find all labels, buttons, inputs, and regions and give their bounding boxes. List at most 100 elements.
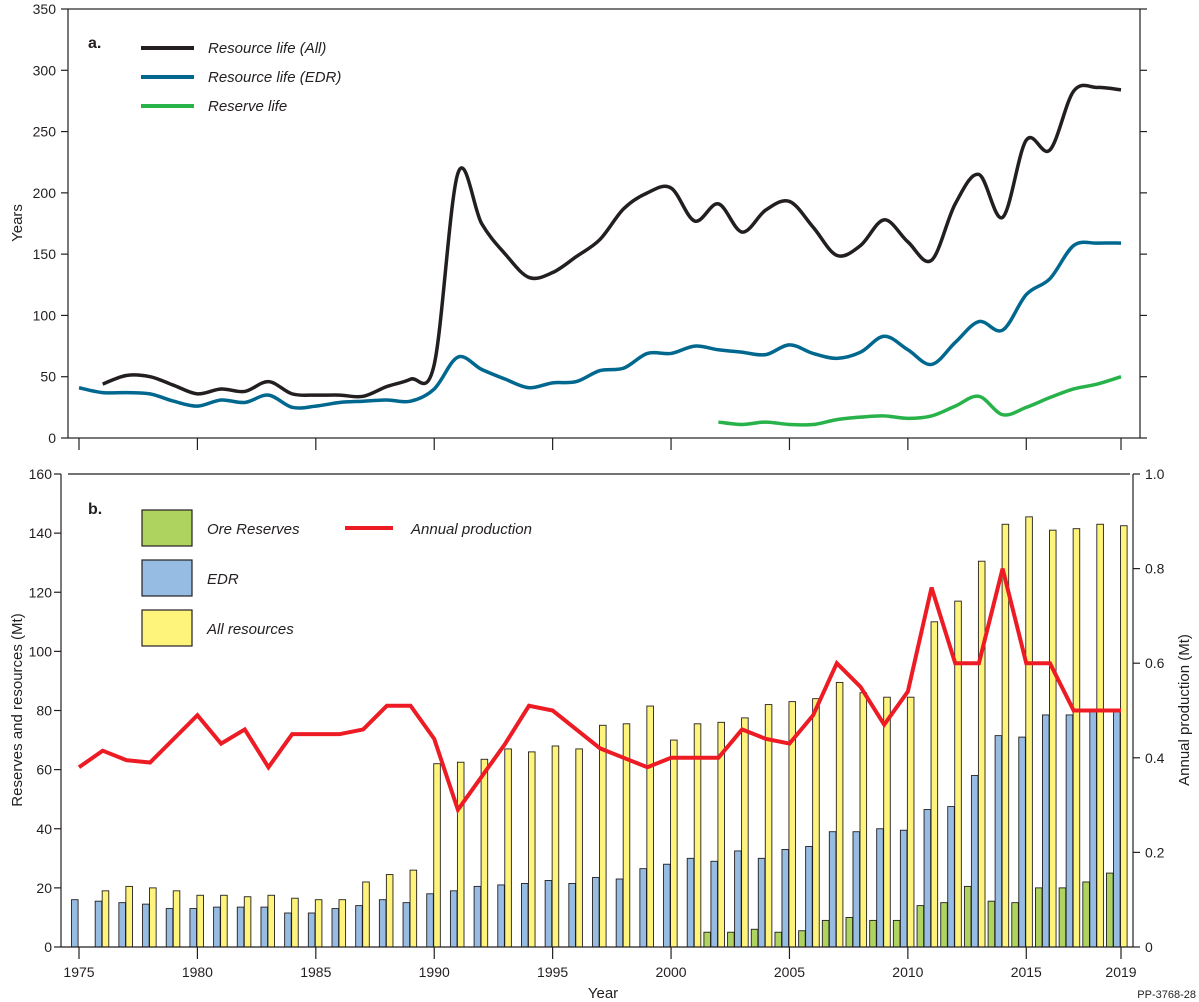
bar-all-resources — [480, 758, 489, 948]
y2-tick-label: 1.0 — [1145, 466, 1165, 482]
y-tick-label: 0 — [48, 430, 56, 446]
bar-edr — [142, 903, 150, 948]
x-tick-label: 1990 — [419, 964, 450, 980]
bar-ore-reserves — [750, 928, 759, 948]
y-tick-label: 100 — [29, 643, 53, 659]
y-tick-label: 350 — [33, 1, 57, 17]
bar-all-resources — [741, 717, 749, 948]
bar-edr — [781, 848, 790, 948]
bar-edr — [426, 893, 434, 948]
bar-all-resources — [196, 894, 204, 948]
panel-b-y2-axis-title: Annual production (Mt) — [1176, 634, 1193, 786]
bar-edr — [307, 912, 316, 948]
bar-all-resources — [456, 761, 465, 948]
y2-tick-label: 0 — [1145, 939, 1153, 955]
panel-b-y-axis-title: Reserves and resources (Mt) — [9, 613, 26, 806]
panel-b-legend: Ore Reserves EDR All resources Annual pr… — [141, 509, 532, 647]
bar-all-resources — [528, 751, 536, 948]
bar-edr — [473, 885, 482, 948]
bar-ore-reserves — [987, 900, 996, 948]
bar-ore-reserves — [774, 931, 783, 948]
bar-all-resources — [149, 887, 157, 948]
bar-edr — [615, 878, 624, 948]
bar-edr — [994, 735, 1003, 948]
bar-ore-reserves — [845, 916, 854, 948]
bar-all-resources — [599, 724, 607, 948]
bar-edr — [544, 880, 553, 948]
bar-all-resources — [385, 874, 394, 948]
bar-edr — [165, 908, 174, 948]
bar-edr — [355, 905, 363, 948]
y2-tick-label: 0.8 — [1145, 561, 1165, 577]
x-tick-label: 1975 — [63, 964, 94, 980]
bar-edr — [970, 775, 979, 948]
panel-b: 0 20 40 60 80 100 120 140 160 0 0.2 0.4 0.6 0.8 1.0 1… — [9, 466, 1193, 1002]
bar-edr — [710, 860, 718, 948]
bar-ore-reserves — [1011, 902, 1019, 948]
bar-all-resources — [670, 739, 678, 948]
bar-all-resources — [954, 600, 962, 948]
bar-edr — [521, 882, 529, 948]
series-line-annual-production — [77, 568, 1121, 815]
bar-edr — [592, 877, 600, 948]
panel-b-label: b. — [88, 501, 102, 518]
legend-label-all-resources: All resources — [206, 621, 294, 638]
bar-all-resources — [859, 692, 868, 948]
bar-ore-reserves — [892, 919, 901, 948]
bar-edr — [284, 912, 292, 948]
y-tick-label: 40 — [36, 821, 52, 837]
y-tick-label: 160 — [29, 466, 53, 482]
legend-label-ore-reserves: Ore Reserves — [207, 521, 300, 538]
y-tick-label: 100 — [33, 307, 57, 323]
bar-all-resources — [125, 885, 133, 948]
panel-a-label: a. — [88, 35, 101, 52]
bar-ore-reserves — [727, 931, 735, 948]
bar-all-resources — [220, 894, 228, 948]
bar-all-resources — [1072, 528, 1081, 948]
legend-label-edr: EDR — [207, 571, 239, 588]
x-tick-label: 2010 — [892, 964, 923, 980]
panel-b-x-axis-title: Year — [588, 985, 618, 1002]
series-line-resource-life-all — [102, 83, 1122, 399]
bar-all-resources — [504, 748, 512, 948]
y-tick-label: 20 — [36, 880, 52, 896]
bar-edr — [213, 906, 221, 948]
bar-all-resources — [101, 890, 110, 948]
y-tick-label: 50 — [40, 369, 56, 385]
x-tick-label: 2019 — [1105, 964, 1136, 980]
series-line-resource-life-edr — [78, 240, 1122, 410]
panel-a: 0 50 100 150 200 250 300 350 Years a. Resource … — [9, 1, 1147, 450]
y2-tick-label: 0.4 — [1145, 750, 1165, 766]
bar-edr — [663, 863, 671, 948]
y2-tick-label: 0.6 — [1145, 655, 1165, 671]
bar-all-resources — [883, 696, 891, 948]
panel-b-production-line — [77, 568, 1121, 815]
bar-edr — [686, 857, 695, 948]
bar-edr — [236, 906, 245, 948]
bar-edr — [94, 900, 103, 948]
bar-ore-reserves — [963, 885, 972, 948]
panel-b-right-y-axis: 0 0.2 0.4 0.6 0.8 1.0 — [1133, 466, 1165, 955]
bar-all-resources — [812, 698, 820, 948]
y-tick-label: 140 — [29, 525, 53, 541]
bar-ore-reserves — [1082, 881, 1090, 948]
bar-edr — [923, 809, 932, 948]
x-tick-label: 2015 — [1011, 964, 1042, 980]
bar-edr — [1089, 710, 1097, 948]
bar-all-resources — [1025, 516, 1033, 948]
bar-edr — [331, 908, 340, 948]
bar-all-resources — [977, 560, 986, 948]
y-tick-label: 0 — [44, 939, 52, 955]
bar-edr — [189, 908, 197, 948]
y-tick-label: 60 — [36, 762, 52, 778]
x-tick-label: 1995 — [537, 964, 568, 980]
bar-edr — [449, 890, 458, 948]
bar-all-resources — [835, 681, 844, 948]
bar-all-resources — [1120, 525, 1128, 948]
bar-all-resources — [409, 869, 418, 948]
bar-edr — [757, 857, 766, 948]
bar-edr — [118, 902, 126, 948]
bar-edr — [260, 906, 269, 948]
bar-all-resources — [906, 696, 915, 948]
